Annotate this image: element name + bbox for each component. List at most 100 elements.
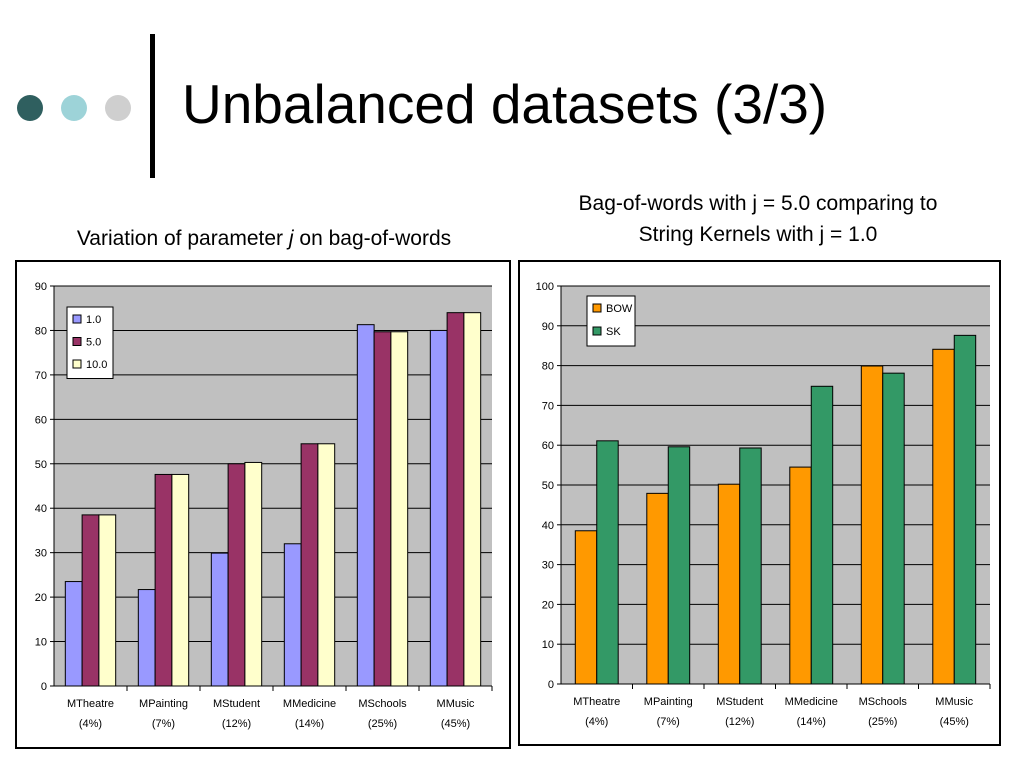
bar-1.0-MMusic (429, 329, 448, 687)
chart-left: 0 10 20 30 40 50 60 70 80 90 MTheatre (4%) MPainting… (35, 281, 493, 730)
chart-left-frame: 0 10 20 30 40 50 60 70 80 90 MTheatre (4%) MPainting… (15, 260, 511, 749)
bar-BOW-MStudent (717, 483, 741, 685)
bar-1.0-MSchools (356, 324, 375, 687)
left-chart-caption: Variation of parameter j on bag-of-words (15, 223, 513, 254)
chart-right: 0 10 20 30 40 50 60 70 80 90 100 MTheatre (4%) MPaint… (536, 281, 991, 728)
bar-5.0-MMusic (446, 312, 465, 687)
bar-10.0-MMedicine (317, 443, 336, 687)
x-tick-label-share: (14%) (797, 716, 826, 728)
x-tick-label: MTheatre (67, 698, 114, 710)
left-caption-param: j (288, 227, 294, 250)
legend-swatch-5.0 (72, 337, 82, 346)
x-tick-label: MTheatre (573, 696, 620, 708)
bar-SK-MPainting (667, 446, 691, 685)
y-tick-label: 100 (536, 281, 554, 293)
slide-title: Unbalanced datasets (3/3) (182, 73, 828, 135)
x-tick-label-share: (12%) (725, 716, 754, 728)
bar-5.0-MMedicine (300, 443, 319, 687)
decorative-dot-dark (17, 95, 43, 121)
x-tick-label-share: (45%) (441, 718, 470, 730)
bar-SK-MMedicine (810, 385, 834, 685)
x-tick-label: MSchools (358, 698, 407, 710)
x-tick-label: MMedicine (785, 696, 838, 708)
x-tick-label-share: (25%) (368, 718, 397, 730)
x-tick-label: MMusic (437, 698, 475, 710)
legend-label-5.0: 5.0 (86, 337, 101, 349)
x-tick-label-share: (12%) (222, 718, 251, 730)
bar-BOW-MTheatre (574, 530, 598, 685)
x-tick-label: MStudent (716, 696, 763, 708)
x-tick-label-share: (25%) (868, 716, 897, 728)
x-tick-label-share: (4%) (585, 716, 608, 728)
bar-1.0-MMedicine (283, 543, 302, 687)
y-tick-label: 0 (548, 679, 554, 691)
y-tick-label: 90 (35, 281, 47, 293)
bar-SK-MSchools (882, 372, 905, 685)
x-tick-label-share: (7%) (152, 718, 175, 730)
bar-10.0-MStudent (244, 461, 263, 687)
y-tick-label: 50 (35, 459, 47, 471)
decorative-dot-light-blue (61, 95, 87, 121)
x-tick-label: MPainting (644, 696, 693, 708)
x-tick-label: MMedicine (283, 698, 336, 710)
decorative-dot-gray (105, 95, 131, 121)
right-caption-line1: Bag-of-words with j = 5.0 comparing to (578, 192, 938, 215)
legend-swatch-10.0 (72, 359, 82, 369)
left-caption-part2: on bag-of-words (293, 227, 452, 250)
y-tick-label: 80 (542, 361, 554, 373)
right-caption-line2: String Kernels with j = 1.0 (638, 223, 878, 246)
x-tick-label: MMusic (935, 696, 973, 708)
bar-5.0-MTheatre (81, 514, 100, 687)
bar-5.0-MStudent (227, 463, 246, 687)
left-caption-part1: Variation of parameter (76, 227, 289, 250)
y-tick-label: 90 (542, 321, 554, 333)
bar-1.0-MTheatre (64, 581, 83, 687)
title-divider (150, 34, 155, 178)
legend-label-SK: SK (606, 326, 621, 338)
y-tick-label: 10 (35, 637, 47, 649)
y-tick-label: 70 (542, 400, 554, 412)
bar-10.0-MMusic (463, 312, 482, 687)
bar-BOW-MMedicine (789, 466, 812, 685)
bar-BOW-MSchools (860, 365, 884, 685)
y-tick-label: 20 (542, 599, 554, 611)
y-tick-label: 80 (35, 325, 47, 337)
bar-10.0-MPainting (171, 473, 190, 687)
y-tick-label: 0 (41, 681, 47, 693)
y-tick-label: 20 (35, 592, 47, 604)
bar-5.0-MPainting (154, 473, 173, 687)
bar-SK-MStudent (739, 447, 762, 685)
y-tick-label: 30 (35, 548, 47, 560)
bar-10.0-MSchools (390, 331, 409, 687)
bar-SK-MMusic (953, 334, 977, 685)
x-tick-label: MPainting (139, 698, 188, 710)
bar-1.0-MStudent (210, 552, 229, 687)
y-tick-label: 40 (542, 520, 554, 532)
y-tick-label: 40 (35, 503, 47, 515)
chart-right-frame: 0 10 20 30 40 50 60 70 80 90 100 MTheatre (4%) MPaint… (518, 260, 1001, 746)
legend-label-1.0: 1.0 (86, 314, 101, 326)
y-tick-label: 50 (542, 480, 554, 492)
y-tick-label: 60 (35, 414, 47, 426)
x-tick-label-share: (45%) (940, 716, 969, 728)
bar-5.0-MSchools (373, 331, 392, 687)
right-chart-caption: Bag-of-words with j = 5.0 comparing to S… (522, 188, 994, 250)
x-tick-label: MSchools (859, 696, 908, 708)
x-tick-label-share: (4%) (79, 718, 102, 730)
y-tick-label: 60 (542, 440, 554, 452)
bar-10.0-MTheatre (98, 514, 117, 687)
plot-area (54, 286, 492, 686)
bar-BOW-MMusic (932, 348, 955, 685)
bar-SK-MTheatre (596, 440, 619, 685)
bar-BOW-MPainting (646, 492, 669, 685)
legend-label-10.0: 10.0 (86, 359, 107, 371)
y-tick-label: 30 (542, 560, 554, 572)
legend-label-BOW: BOW (606, 303, 633, 315)
bar-1.0-MPainting (137, 589, 156, 687)
legend-swatch-BOW (592, 303, 602, 313)
x-tick-label-share: (7%) (657, 716, 680, 728)
x-tick-label-share: (14%) (295, 718, 324, 730)
legend-swatch-SK (592, 326, 602, 336)
legend-swatch-1.0 (72, 314, 82, 324)
x-tick-label: MStudent (213, 698, 260, 710)
